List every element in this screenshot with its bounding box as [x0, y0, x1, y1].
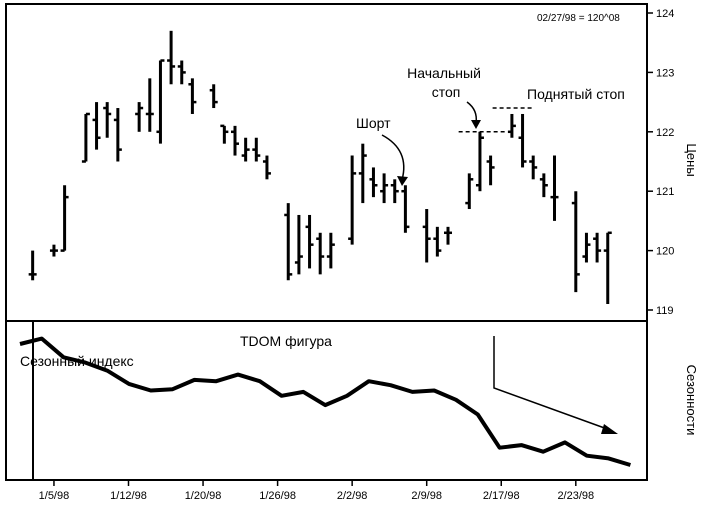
ohlc-bar	[358, 143, 367, 204]
ohlc-bar	[486, 155, 495, 186]
price-bars	[28, 30, 612, 305]
ohlc-bar	[135, 102, 144, 132]
price-y-axis: 119 120 121 122 123 124	[647, 8, 674, 317]
ohlc-bar	[177, 60, 186, 85]
ohlc-bar	[593, 232, 602, 263]
ohlc-bar	[220, 124, 229, 144]
seasonal-trend-arrow-line	[493, 336, 611, 431]
ohlc-bar	[241, 137, 250, 162]
ohlc-bar	[28, 250, 37, 281]
ohlc-bar	[209, 84, 218, 109]
x-tick-label: 1/26/98	[259, 490, 296, 502]
price-panel-frame	[5, 3, 648, 322]
ohlc-bar	[507, 113, 516, 138]
annotation-initial-stop: Начальный стоп	[407, 65, 485, 100]
annotation-raised-stop: Поднятый стоп	[527, 86, 625, 102]
seasonal-index-line	[19, 336, 631, 467]
price-y-tick-label: 124	[656, 8, 674, 20]
price-y-tick-label: 122	[656, 127, 674, 139]
ohlc-bar	[422, 209, 431, 263]
seasonal-panel	[19, 336, 631, 467]
ohlc-bar	[188, 78, 197, 114]
ohlc-bar	[49, 244, 58, 257]
x-tick-label: 1/20/98	[185, 490, 222, 502]
stop-lines	[458, 107, 534, 133]
ohlc-bar	[369, 167, 378, 198]
price-y-tick-label: 120	[656, 246, 674, 258]
ohlc-bar	[145, 78, 154, 132]
corner-date-label: 02/27/98 = 120^08	[537, 13, 620, 24]
x-tick-label: 2/17/98	[483, 490, 520, 502]
short-arrowhead	[397, 176, 408, 186]
price-y-tick-label: 123	[656, 67, 674, 79]
x-tick-label: 1/5/98	[39, 490, 70, 502]
ohlc-bar	[603, 231, 612, 305]
ohlc-bar	[262, 155, 271, 180]
ohlc-bar	[465, 173, 474, 210]
ohlc-bar	[103, 102, 112, 138]
ohlc-bar	[529, 155, 538, 180]
ohlc-bar	[571, 191, 580, 293]
tdom-title: TDOM фигура	[240, 333, 332, 349]
ohlc-bar	[167, 30, 176, 85]
ohlc-bar	[348, 155, 357, 245]
ohlc-bar	[444, 226, 452, 245]
ohlc-bar	[294, 214, 303, 275]
x-tick-label: 1/12/98	[110, 490, 147, 502]
ohlc-bar	[550, 155, 559, 221]
ohlc-bar	[380, 173, 389, 204]
ohlc-bar	[475, 131, 484, 192]
ohlc-bar	[252, 137, 261, 162]
ohlc-bar	[284, 203, 293, 281]
ohlc-bar	[231, 125, 239, 156]
ohlc-bar	[401, 185, 410, 233]
ohlc-bar	[92, 102, 101, 150]
seasonal-series-label: Сезонный индекс	[20, 353, 134, 369]
initial-stop-arrowhead	[471, 120, 481, 129]
ohlc-bar	[113, 108, 122, 162]
ohlc-bar	[81, 112, 90, 163]
seasonal-y-axis-title: Сезонности	[684, 365, 699, 436]
ohlc-bar	[305, 214, 314, 269]
seasonal-panel-frame	[5, 320, 648, 481]
ohlc-bar	[60, 185, 69, 252]
ohlc-bar	[156, 59, 165, 144]
price-y-tick-label: 121	[656, 186, 674, 198]
ohlc-bar	[390, 179, 399, 204]
ohlc-bar	[582, 232, 591, 263]
x-tick-label: 2/23/98	[557, 490, 594, 502]
price-y-axis-title: Цены	[684, 143, 699, 176]
initial-stop-arrow	[466, 101, 478, 124]
short-arrow	[381, 134, 405, 181]
ohlc-bar	[518, 113, 527, 168]
seasonal-trend-arrowhead	[601, 424, 618, 434]
x-tick-label: 2/2/98	[337, 490, 368, 502]
ohlc-bar	[539, 173, 548, 198]
ohlc-bar	[433, 226, 442, 257]
ohlc-bar	[316, 232, 325, 275]
ohlc-bar	[326, 232, 335, 269]
price-y-tick-label: 119	[656, 305, 674, 317]
annotation-short: Шорт	[356, 115, 391, 131]
x-tick-label: 2/9/98	[411, 490, 442, 502]
x-axis: 1/5/98 1/12/98 1/20/98 1/26/98 2/2/98 2/9/98 2…	[39, 480, 594, 502]
